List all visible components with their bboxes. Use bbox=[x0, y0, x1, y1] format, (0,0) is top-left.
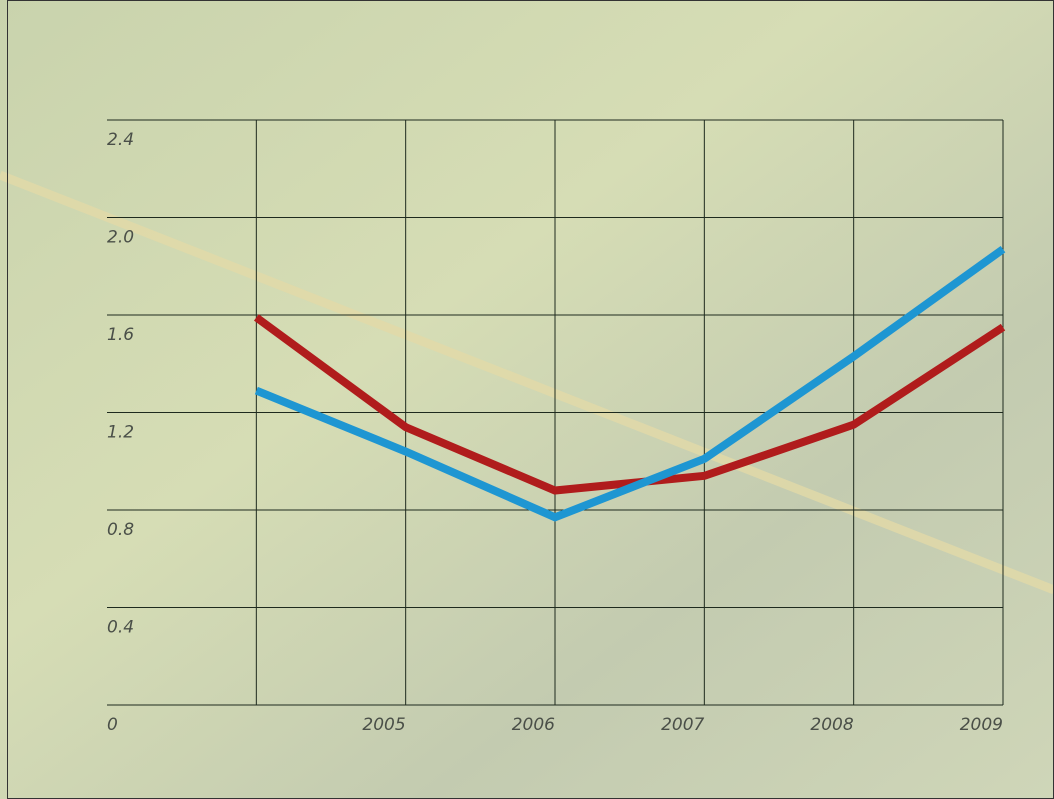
y-tick-label: 0 bbox=[107, 715, 118, 735]
x-tick-label: 2009 bbox=[960, 715, 1003, 735]
x-tick-label: 2005 bbox=[362, 715, 405, 735]
y-tick-label: 2.0 bbox=[107, 228, 134, 248]
data-line bbox=[254, 245, 1006, 522]
y-tick-label: 1.6 bbox=[107, 325, 134, 345]
x-tick-label: 2008 bbox=[810, 715, 853, 735]
y-tick-label: 1.2 bbox=[107, 423, 134, 443]
y-tick-label: 0.8 bbox=[107, 520, 134, 540]
x-tick-label: 2007 bbox=[661, 715, 704, 735]
fern-stem bbox=[0, 170, 1054, 595]
data-line bbox=[253, 314, 1006, 495]
x-tick-label: 2006 bbox=[512, 715, 555, 735]
y-tick-label: 0.4 bbox=[107, 618, 134, 638]
y-tick-label: 2.4 bbox=[107, 130, 134, 150]
